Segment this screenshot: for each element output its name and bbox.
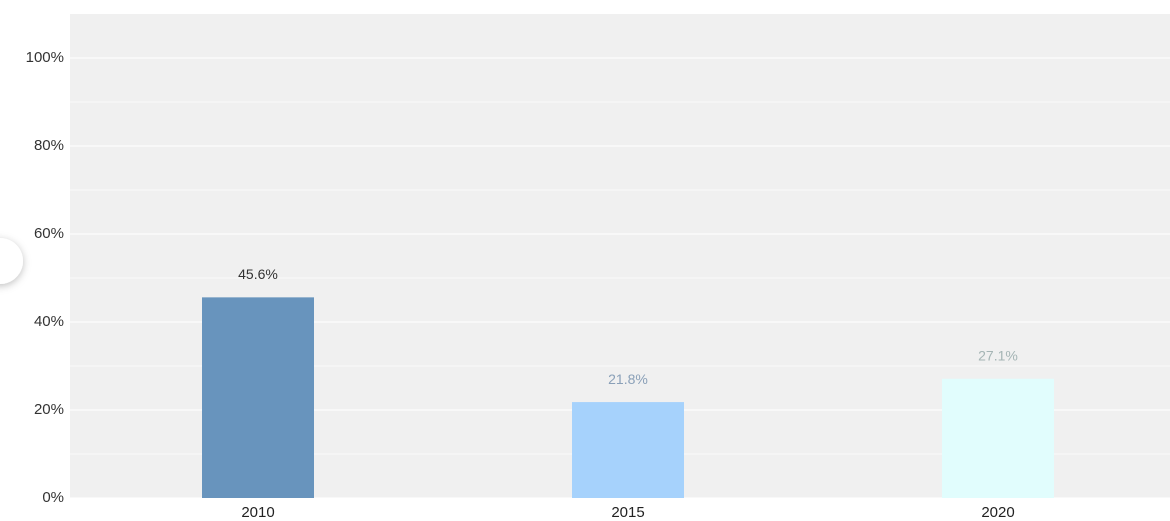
- x-tick-label: 2015: [611, 504, 644, 521]
- x-tick-label: 2020: [981, 504, 1014, 521]
- y-tick-label: 0%: [42, 489, 64, 506]
- value-label: 45.6%: [238, 266, 278, 282]
- y-tick-label: 20%: [34, 401, 64, 418]
- y-tick-label: 80%: [34, 137, 64, 154]
- side-handle[interactable]: [0, 238, 23, 284]
- bar: [202, 297, 314, 498]
- y-tick-label: 40%: [34, 313, 64, 330]
- value-label: 27.1%: [978, 347, 1018, 363]
- bar: [572, 402, 684, 498]
- value-label: 21.8%: [608, 371, 648, 387]
- bar: [942, 378, 1054, 498]
- y-tick-label: 60%: [34, 225, 64, 242]
- x-tick-label: 2010: [241, 504, 274, 521]
- y-tick-label: 100%: [26, 49, 64, 66]
